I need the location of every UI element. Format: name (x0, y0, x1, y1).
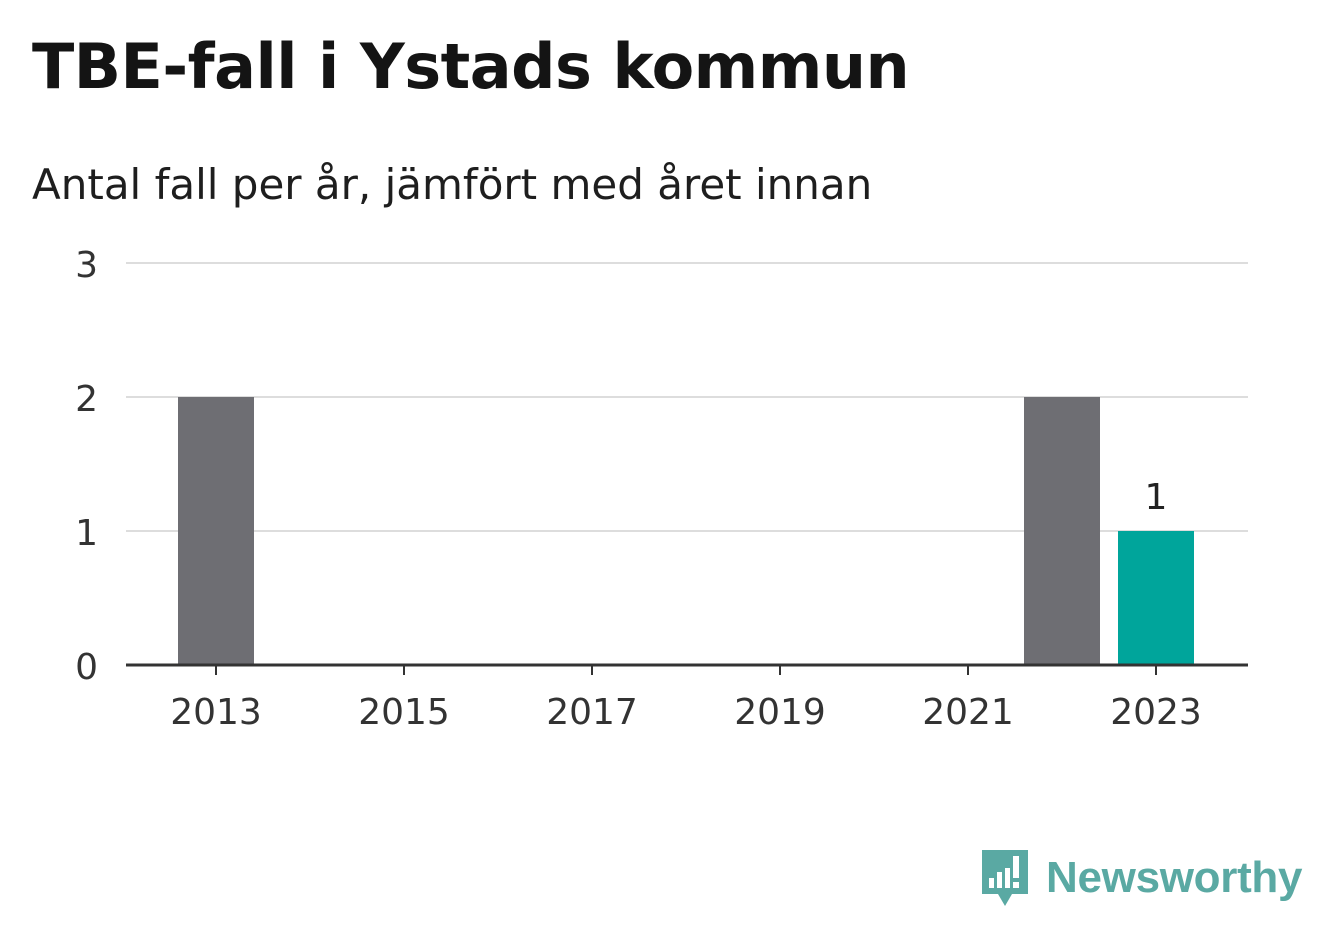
x-tick-label: 2017 (546, 692, 638, 733)
bar-2013 (178, 397, 254, 665)
x-tick-label: 2013 (170, 692, 262, 733)
bar-2023 (1118, 531, 1194, 665)
y-tick-label: 0 (75, 647, 98, 688)
brand-name: Newsworthy (1046, 853, 1303, 902)
newsworthy-logo-icon (982, 850, 1028, 906)
chart-subtitle: Antal fall per år, jämfört med året inna… (32, 160, 873, 209)
x-tick-label: 2015 (358, 692, 450, 733)
y-tick-label: 3 (75, 245, 98, 286)
x-tick-label: 2021 (922, 692, 1014, 733)
x-tick-label: 2019 (734, 692, 826, 733)
y-tick-label: 1 (75, 513, 98, 554)
brand-logo: Newsworthy (980, 848, 1302, 908)
y-tick-label: 2 (75, 379, 98, 420)
x-tick-label: 2023 (1110, 692, 1202, 733)
chart-title: TBE-fall i Ystads kommun (32, 30, 910, 103)
bar-2022 (1024, 397, 1100, 665)
data-label-2023: 1 (1145, 477, 1168, 518)
